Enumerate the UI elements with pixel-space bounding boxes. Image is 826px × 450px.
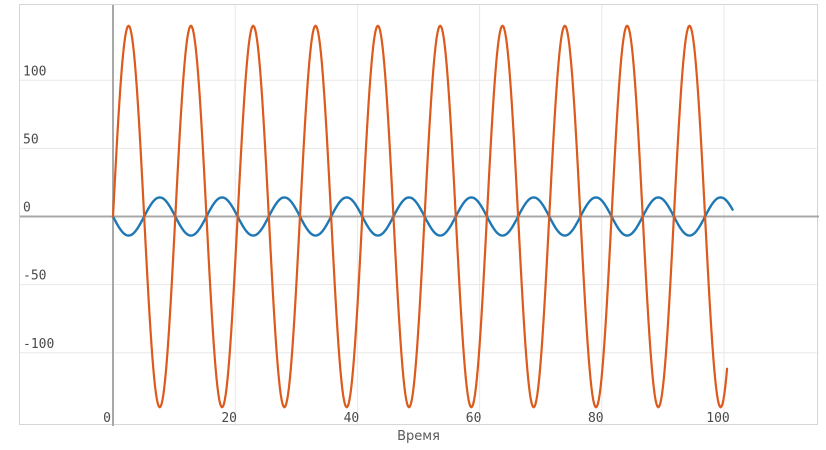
chart-card: 100 50 0 -50 -100 0 20 40 60 80 100	[19, 4, 819, 426]
x-tick-label: 20	[221, 411, 237, 426]
x-tick-label: 40	[344, 411, 360, 426]
y-tick-label: 100	[23, 64, 46, 79]
line-chart-plot-area: 100 50 0 -50 -100 0 20 40 60 80 100	[20, 5, 819, 426]
y-tick-label: 50	[23, 132, 39, 147]
y-tick-label: -100	[23, 337, 54, 352]
x-tick-label: 60	[466, 411, 482, 426]
y-tick-label: -50	[23, 269, 46, 284]
x-tick-label: 100	[706, 411, 729, 426]
x-tick-label: 0	[103, 411, 111, 426]
series-line-small-amplitude-wave	[111, 196, 734, 237]
x-tick-label: 80	[588, 411, 604, 426]
y-tick-label: 0	[23, 201, 31, 216]
x-axis-title: Время	[397, 429, 440, 444]
series-line-large-amplitude-wave	[111, 24, 729, 409]
